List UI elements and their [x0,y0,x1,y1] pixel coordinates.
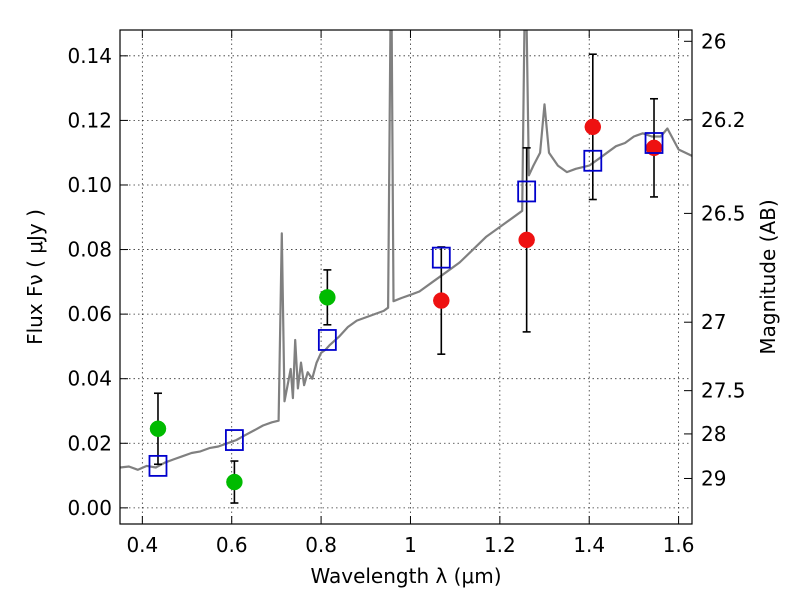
x-tick-label: 0.8 [305,533,337,557]
y-axis-label: Flux Fν ( μJy ) [23,209,47,345]
grid-lines [120,30,692,524]
y-tick-label: 0.02 [67,431,112,455]
model-square-marker [317,329,337,351]
green-point-marker [226,473,243,491]
x-tick-label: 1.4 [573,533,605,557]
plot-frame [119,29,693,525]
y-tick-label: 0.10 [67,173,112,197]
mag-tick-label: 26.2 [701,108,746,132]
axis-ticks: 0.4 0.6 0.8 1 1.2 1.4 1.6 0.00 0.02 0.04 0.06 0.08 0… [67,29,745,557]
y-tick-label: 0.00 [67,496,112,520]
green-point-marker [319,289,336,306]
model-square-marker [148,454,168,477]
red-point-marker [584,118,602,136]
model-square-marker [644,132,664,154]
mag-tick-label: 27 [701,310,726,334]
x-tick-label: 1 [404,533,417,557]
model-square-marker [517,180,537,203]
y2-axis-label: Magnitude (AB) [756,199,780,354]
mag-tick-label: 26.5 [701,201,746,225]
spectrum-layer [120,30,692,471]
mag-tick-label: 27.5 [701,379,746,403]
y-tick-label: 0.12 [67,108,112,132]
x-axis-label: Wavelength λ (μm) [310,564,501,588]
x-tick-label: 0.6 [216,533,248,557]
x-tick-label: 1.2 [484,533,516,557]
y-tick-label: 0.14 [67,44,112,68]
model-square-marker [583,149,603,172]
y-tick-label: 0.08 [67,238,112,262]
x-tick-label: 1.6 [663,533,695,557]
mag-tick-label: 26 [701,29,726,53]
mag-tick-label: 29 [701,466,726,490]
x-tick-label: 0.4 [126,533,158,557]
data-points [148,53,664,504]
spectrum-line [120,30,692,471]
green-point-marker [149,420,167,438]
y-tick-label: 0.06 [67,302,112,326]
y-tick-label: 0.04 [67,367,112,391]
red-point-marker [433,292,450,309]
model-square-marker [224,429,244,451]
mag-tick-label: 28 [701,422,726,446]
red-point-marker [518,231,535,249]
model-square-marker [431,246,451,269]
